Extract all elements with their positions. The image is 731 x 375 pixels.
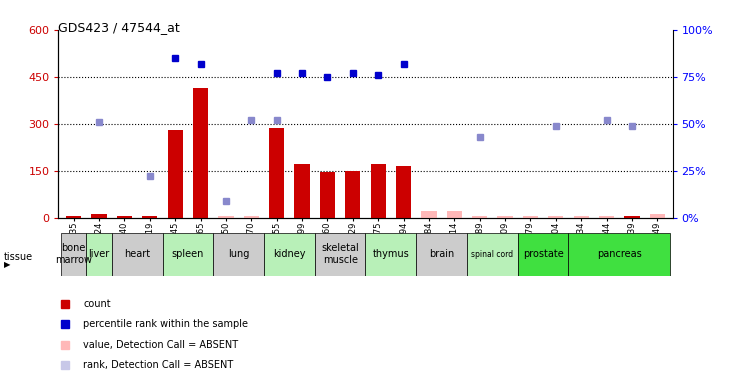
- Text: bone
marrow: bone marrow: [56, 243, 92, 265]
- Text: liver: liver: [88, 249, 110, 259]
- Text: prostate: prostate: [523, 249, 564, 259]
- Bar: [167, 130, 183, 218]
- FancyBboxPatch shape: [366, 232, 416, 276]
- Text: kidney: kidney: [273, 249, 306, 259]
- FancyBboxPatch shape: [518, 232, 569, 276]
- Bar: [497, 216, 512, 217]
- Text: count: count: [83, 298, 110, 309]
- Bar: [396, 166, 411, 218]
- FancyBboxPatch shape: [162, 232, 213, 276]
- FancyBboxPatch shape: [569, 232, 670, 276]
- Bar: [650, 214, 665, 217]
- Text: GDS423 / 47544_at: GDS423 / 47544_at: [58, 21, 181, 34]
- FancyBboxPatch shape: [112, 232, 162, 276]
- Text: ▶: ▶: [4, 260, 10, 269]
- Text: rank, Detection Call = ABSENT: rank, Detection Call = ABSENT: [83, 360, 233, 370]
- Bar: [143, 216, 157, 217]
- Text: pancreas: pancreas: [596, 249, 642, 259]
- Text: brain: brain: [429, 249, 454, 259]
- Text: heart: heart: [124, 249, 150, 259]
- Bar: [320, 172, 335, 217]
- Bar: [193, 88, 208, 218]
- Bar: [523, 216, 538, 217]
- FancyBboxPatch shape: [86, 232, 112, 276]
- Bar: [66, 216, 81, 217]
- Text: percentile rank within the sample: percentile rank within the sample: [83, 319, 248, 329]
- Text: value, Detection Call = ABSENT: value, Detection Call = ABSENT: [83, 340, 238, 350]
- Bar: [421, 211, 436, 217]
- FancyBboxPatch shape: [416, 232, 467, 276]
- Bar: [447, 211, 462, 217]
- Bar: [117, 216, 132, 217]
- Bar: [91, 214, 107, 217]
- FancyBboxPatch shape: [264, 232, 315, 276]
- Bar: [599, 216, 614, 217]
- Bar: [472, 216, 488, 217]
- FancyBboxPatch shape: [213, 232, 264, 276]
- Bar: [345, 171, 360, 217]
- Text: thymus: thymus: [373, 249, 409, 259]
- Bar: [371, 164, 386, 218]
- Text: spleen: spleen: [172, 249, 204, 259]
- Text: tissue: tissue: [4, 252, 33, 262]
- Text: skeletal
muscle: skeletal muscle: [321, 243, 359, 265]
- Bar: [219, 216, 234, 217]
- Text: lung: lung: [228, 249, 249, 259]
- Bar: [548, 216, 564, 217]
- Bar: [574, 216, 588, 217]
- Bar: [295, 164, 310, 218]
- FancyBboxPatch shape: [61, 232, 86, 276]
- FancyBboxPatch shape: [467, 232, 518, 276]
- FancyBboxPatch shape: [315, 232, 366, 276]
- Bar: [624, 216, 640, 217]
- Bar: [269, 128, 284, 217]
- Bar: [243, 216, 259, 217]
- Text: spinal cord: spinal cord: [471, 250, 513, 259]
